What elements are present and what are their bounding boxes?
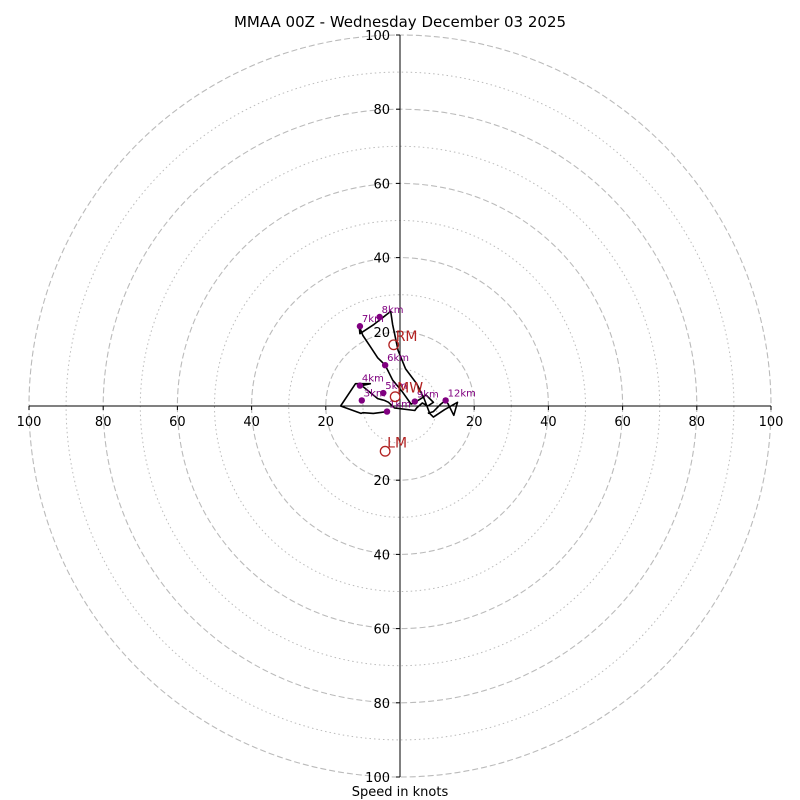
wind-trace xyxy=(339,310,459,418)
y-tick-label: 20 xyxy=(373,474,390,489)
y-tick-label: 80 xyxy=(373,103,390,118)
height-marker-6km xyxy=(381,361,389,369)
storm-motion-marker-lm xyxy=(379,445,391,457)
wind-trace-line xyxy=(339,310,459,418)
y-tick-label: 20 xyxy=(373,326,390,341)
chart-title: MMAA 00Z - Wednesday December 03 2025 xyxy=(234,13,566,31)
height-marker-1km xyxy=(383,408,391,415)
height-label-1km: 1km xyxy=(389,400,411,411)
storm-motion-label-mw: MW xyxy=(397,381,423,397)
x-tick-label: 40 xyxy=(243,415,260,430)
storm-motion-marker-rm xyxy=(388,339,400,351)
x-tick-label: 100 xyxy=(17,415,42,430)
height-label-3km: 3km xyxy=(364,388,386,399)
x-axis-label: Speed in knots xyxy=(352,785,449,800)
height-marker-9km xyxy=(411,398,419,405)
storm-motion-label-rm: RM xyxy=(396,329,418,345)
height-marker-4km xyxy=(356,382,364,389)
x-tick-label: 80 xyxy=(95,415,112,430)
x-tick-label: 80 xyxy=(689,415,706,430)
x-tick-label: 20 xyxy=(318,415,335,430)
y-tick-label: 40 xyxy=(373,548,390,563)
height-label-4km: 4km xyxy=(362,374,384,385)
height-marker-8km xyxy=(376,313,383,321)
axes: 100 80 60 40 20 20 40 60 80 100 100 80 60 40 20 20 40 60 8… xyxy=(17,29,784,786)
x-tick-label: 60 xyxy=(614,415,631,430)
x-tick-label: 100 xyxy=(759,415,784,430)
x-tick-label: 40 xyxy=(540,415,557,430)
y-tick-label: 60 xyxy=(373,177,390,192)
x-tick-label: 60 xyxy=(169,415,186,430)
height-marker-7km xyxy=(356,323,364,330)
height-label-8km: 8km xyxy=(382,305,404,316)
height-label-12km: 12km xyxy=(448,388,476,399)
height-marker-3km xyxy=(358,397,365,404)
y-tick-label: 100 xyxy=(365,29,390,44)
height-label-6km: 6km xyxy=(387,353,409,364)
y-tick-label: 40 xyxy=(373,252,390,267)
height-label-7km: 7km xyxy=(362,314,384,325)
height-marker-5km xyxy=(380,389,387,397)
height-label-5km: 5km xyxy=(385,381,407,392)
y-tick-label: 80 xyxy=(373,697,390,712)
y-tick-label: 60 xyxy=(373,623,390,638)
storm-motion-label-lm: LM xyxy=(387,435,407,451)
height-label-9km: 9km xyxy=(417,390,439,401)
storm-motion-marker-mw xyxy=(389,391,401,403)
height-marker-12km xyxy=(442,397,449,404)
y-tick-label: 100 xyxy=(365,771,390,786)
x-tick-label: 20 xyxy=(466,415,483,430)
